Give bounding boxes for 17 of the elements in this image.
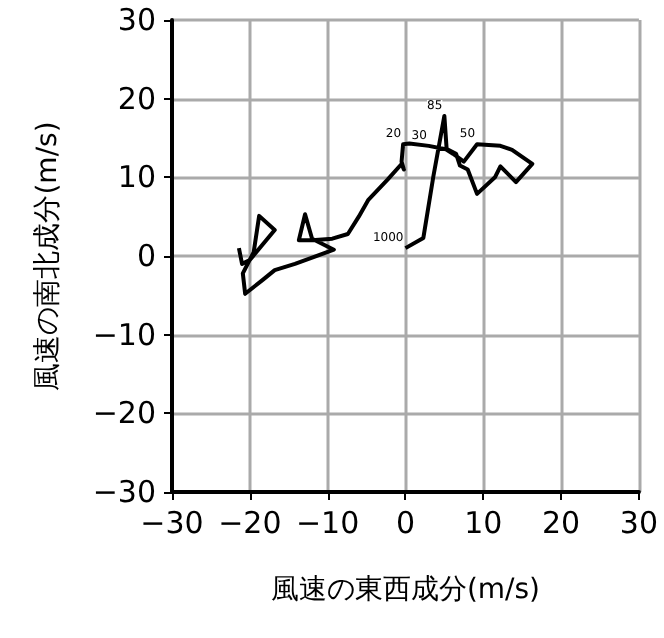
y-tick-label: 10 (117, 159, 156, 196)
x-tick-label: 10 (464, 505, 503, 541)
x-tick-label: 0 (395, 505, 415, 541)
y-tick-label: −20 (92, 395, 156, 432)
y-tick-label: 20 (117, 80, 156, 117)
line-series (236, 113, 535, 296)
y-axis-title: 風速の南北成分(m/s) (32, 121, 64, 391)
x-tick-label: −30 (140, 505, 204, 541)
x-axis-title: 風速の東西成分(m/s) (270, 574, 541, 606)
y-tick-label: −30 (92, 474, 156, 510)
y-tick-label: 0 (136, 238, 156, 274)
x-tick-label: 30 (619, 505, 659, 541)
x-tick-label: −10 (295, 505, 360, 541)
x-tick-label: −20 (218, 505, 282, 541)
x-tick-label: 20 (542, 505, 581, 541)
y-tick-label: −10 (92, 316, 156, 353)
y-tick-label: 30 (117, 2, 156, 38)
